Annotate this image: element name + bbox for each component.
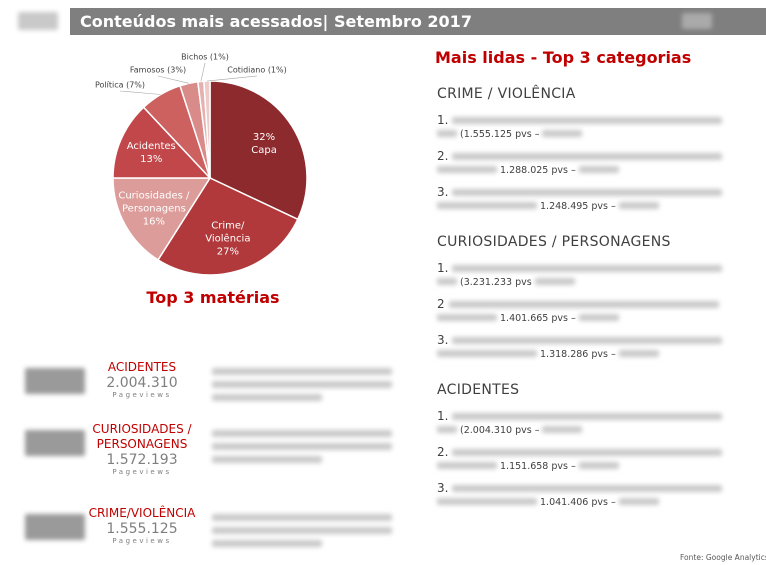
list-item: 2. 1.151.658 pvs – bbox=[437, 446, 757, 473]
article-text bbox=[212, 540, 322, 547]
article-text bbox=[212, 456, 322, 463]
article-logo bbox=[25, 368, 85, 394]
article-logo bbox=[25, 514, 85, 540]
slice-value-label: 32% bbox=[229, 131, 299, 144]
article-pageviews: 1.555.125 bbox=[82, 521, 202, 537]
article-text bbox=[212, 514, 392, 521]
article-unit: Pageviews bbox=[82, 468, 202, 476]
slide: Conteúdos mais acessados| Setembro 2017 … bbox=[0, 0, 766, 565]
slice-category: Famosos bbox=[130, 66, 165, 75]
source: Fonte: Google Analytics bbox=[680, 553, 766, 562]
section-title: CRIME / VIOLÊNCIA bbox=[437, 86, 576, 102]
leader-line bbox=[120, 91, 161, 95]
leader-line bbox=[201, 63, 205, 81]
item-pageviews: (3.231.233 pvs bbox=[460, 277, 532, 288]
slice-category: Política bbox=[95, 81, 124, 90]
list-item: 2. 1.288.025 pvs – bbox=[437, 150, 757, 177]
article-text bbox=[212, 443, 392, 450]
item-number: 3. bbox=[437, 185, 448, 199]
item-number: 3. bbox=[437, 481, 448, 495]
item-number: 3. bbox=[437, 333, 448, 347]
leader-line bbox=[158, 76, 189, 83]
article-pageviews: 2.004.310 bbox=[82, 375, 202, 391]
item-pageviews: 1.401.665 pvs – bbox=[500, 313, 576, 324]
list-item: 3. 1.248.495 pvs – bbox=[437, 186, 757, 213]
article-unit: Pageviews bbox=[82, 537, 202, 545]
leader-line bbox=[207, 76, 257, 81]
slice-value-label: (1%) bbox=[268, 66, 287, 75]
article-category: CRIME/VIOLÊNCIA bbox=[82, 506, 202, 521]
article-unit: Pageviews bbox=[82, 391, 202, 399]
slice-category: Capa bbox=[229, 144, 299, 157]
slice-category: Bichos bbox=[181, 53, 207, 62]
list-item: 1. (3.231.233 pvs bbox=[437, 262, 757, 289]
slice-value-label: (1%) bbox=[210, 53, 229, 62]
slice-category: Curiosidades / Personagens bbox=[109, 189, 199, 215]
article-text bbox=[212, 394, 322, 401]
list-item: 3. 1.041.406 pvs – bbox=[437, 482, 757, 509]
item-pageviews: 1.318.286 pvs – bbox=[540, 349, 616, 360]
section-title: CURIOSIDADES / PERSONAGENS bbox=[437, 234, 671, 250]
slice-value-label: (3%) bbox=[167, 66, 186, 75]
item-number: 2. bbox=[437, 445, 448, 459]
slice-label: 32%Capa bbox=[229, 131, 299, 157]
article-text bbox=[212, 527, 392, 534]
slice-value-label: 13% bbox=[116, 153, 186, 166]
most-read-title: Mais lidas - Top 3 categorias bbox=[435, 48, 691, 67]
slice-label: Bichos (1%) bbox=[181, 53, 229, 62]
list-item: 3. 1.318.286 pvs – bbox=[437, 334, 757, 361]
slice-category: Cotidiano bbox=[227, 66, 265, 75]
slice-category: Crime/ Violência bbox=[193, 220, 263, 246]
slice-value-label: 27% bbox=[193, 246, 263, 259]
article-text bbox=[212, 430, 392, 437]
article-pageviews: 1.572.193 bbox=[82, 452, 202, 468]
slice-category: Acidentes bbox=[116, 140, 186, 153]
article-logo bbox=[25, 430, 85, 456]
slice-value-label: 16% bbox=[109, 215, 199, 228]
slice-label: Famosos (3%) bbox=[130, 66, 186, 75]
item-pageviews: 1.151.658 pvs – bbox=[500, 461, 576, 472]
list-item: 1. (2.004.310 pvs – bbox=[437, 410, 757, 437]
slice-label: Política (7%) bbox=[95, 81, 145, 90]
list-item: 2 1.401.665 pvs – bbox=[437, 298, 757, 325]
slice-value-label: (7%) bbox=[126, 81, 145, 90]
section-title: ACIDENTES bbox=[437, 382, 519, 398]
item-pageviews: (2.004.310 pvs – bbox=[460, 425, 539, 436]
list-item: 1. (1.555.125 pvs – bbox=[437, 114, 757, 141]
article-text bbox=[212, 368, 392, 375]
item-pageviews: 1.041.406 pvs – bbox=[540, 497, 616, 508]
article-category: CURIOSIDADES / PERSONAGENS bbox=[82, 422, 202, 452]
slice-label: Cotidiano (1%) bbox=[227, 66, 287, 75]
top-articles-title: Top 3 matérias bbox=[113, 288, 313, 307]
item-number: 1. bbox=[437, 409, 448, 423]
item-number: 2. bbox=[437, 149, 448, 163]
item-number: 2 bbox=[437, 297, 445, 311]
item-number: 1. bbox=[437, 261, 448, 275]
item-pageviews: 1.288.025 pvs – bbox=[500, 165, 576, 176]
item-pageviews: (1.555.125 pvs – bbox=[460, 129, 539, 140]
article-category: ACIDENTES bbox=[82, 360, 202, 375]
item-pageviews: 1.248.495 pvs – bbox=[540, 201, 616, 212]
article-text bbox=[212, 381, 392, 388]
item-number: 1. bbox=[437, 113, 448, 127]
